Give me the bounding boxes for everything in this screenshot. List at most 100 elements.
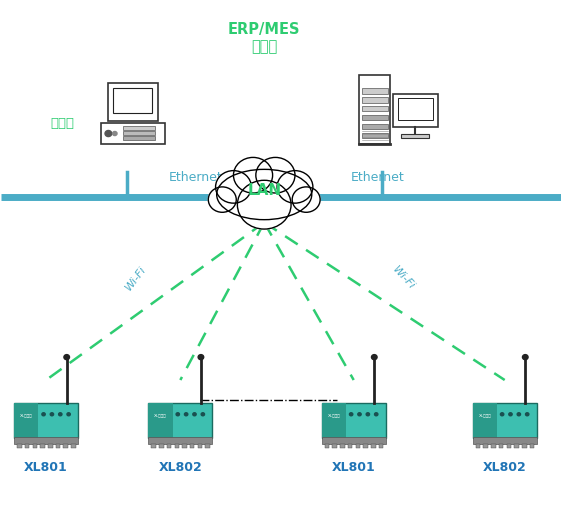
Circle shape bbox=[58, 413, 62, 416]
Text: XL801: XL801 bbox=[332, 461, 375, 474]
Text: XL信立圈: XL信立圈 bbox=[478, 413, 491, 417]
Circle shape bbox=[209, 187, 236, 212]
FancyBboxPatch shape bbox=[522, 444, 527, 448]
FancyBboxPatch shape bbox=[64, 444, 68, 448]
Circle shape bbox=[256, 157, 295, 193]
Circle shape bbox=[64, 355, 70, 360]
FancyBboxPatch shape bbox=[123, 126, 155, 130]
FancyBboxPatch shape bbox=[33, 444, 37, 448]
FancyBboxPatch shape bbox=[476, 444, 481, 448]
FancyBboxPatch shape bbox=[491, 444, 496, 448]
Circle shape bbox=[67, 413, 70, 416]
FancyBboxPatch shape bbox=[364, 444, 368, 448]
FancyBboxPatch shape bbox=[362, 124, 388, 129]
FancyBboxPatch shape bbox=[362, 88, 388, 94]
Circle shape bbox=[193, 413, 196, 416]
Circle shape bbox=[105, 130, 112, 136]
FancyBboxPatch shape bbox=[348, 444, 352, 448]
Circle shape bbox=[201, 413, 205, 416]
Text: XL信立圈: XL信立圈 bbox=[20, 413, 33, 417]
FancyBboxPatch shape bbox=[56, 444, 60, 448]
FancyBboxPatch shape bbox=[473, 437, 537, 444]
FancyBboxPatch shape bbox=[17, 444, 22, 448]
Circle shape bbox=[184, 413, 188, 416]
Circle shape bbox=[371, 355, 377, 360]
FancyBboxPatch shape bbox=[514, 444, 519, 448]
Circle shape bbox=[233, 157, 273, 193]
FancyBboxPatch shape bbox=[473, 403, 537, 438]
FancyBboxPatch shape bbox=[379, 444, 383, 448]
FancyBboxPatch shape bbox=[14, 403, 38, 438]
Text: Wi-Fi: Wi-Fi bbox=[123, 264, 148, 292]
FancyBboxPatch shape bbox=[333, 444, 337, 448]
Circle shape bbox=[374, 413, 378, 416]
Circle shape bbox=[358, 413, 361, 416]
FancyBboxPatch shape bbox=[371, 444, 375, 448]
FancyBboxPatch shape bbox=[321, 437, 386, 444]
FancyBboxPatch shape bbox=[123, 136, 155, 140]
FancyBboxPatch shape bbox=[359, 75, 390, 144]
Circle shape bbox=[277, 171, 313, 203]
Circle shape bbox=[198, 355, 203, 360]
FancyBboxPatch shape bbox=[123, 131, 155, 135]
FancyBboxPatch shape bbox=[321, 403, 386, 438]
Text: XL802: XL802 bbox=[158, 461, 202, 474]
Text: Ethernet: Ethernet bbox=[169, 171, 223, 184]
Circle shape bbox=[216, 171, 251, 203]
FancyBboxPatch shape bbox=[325, 444, 329, 448]
Circle shape bbox=[525, 413, 529, 416]
Circle shape bbox=[42, 413, 45, 416]
FancyBboxPatch shape bbox=[362, 133, 388, 138]
FancyBboxPatch shape bbox=[506, 444, 511, 448]
Text: XL801: XL801 bbox=[24, 461, 68, 474]
FancyBboxPatch shape bbox=[393, 94, 438, 127]
FancyBboxPatch shape bbox=[14, 437, 78, 444]
Text: Wi-Fi: Wi-Fi bbox=[391, 265, 417, 292]
FancyBboxPatch shape bbox=[401, 134, 429, 138]
Circle shape bbox=[112, 131, 117, 135]
Circle shape bbox=[366, 413, 370, 416]
FancyBboxPatch shape bbox=[190, 444, 194, 448]
Text: XL信立圈: XL信立圈 bbox=[328, 413, 340, 417]
FancyBboxPatch shape bbox=[483, 444, 488, 448]
FancyBboxPatch shape bbox=[148, 437, 212, 444]
FancyBboxPatch shape bbox=[159, 444, 164, 448]
FancyBboxPatch shape bbox=[398, 98, 433, 120]
FancyBboxPatch shape bbox=[108, 83, 158, 121]
FancyBboxPatch shape bbox=[198, 444, 202, 448]
Circle shape bbox=[176, 413, 179, 416]
Text: 操作站: 操作站 bbox=[50, 117, 74, 130]
Text: ERP/MES
服务器: ERP/MES 服务器 bbox=[228, 22, 301, 54]
FancyBboxPatch shape bbox=[113, 88, 152, 113]
Text: XL信立圈: XL信立圈 bbox=[154, 413, 167, 417]
FancyBboxPatch shape bbox=[48, 444, 53, 448]
FancyBboxPatch shape bbox=[362, 115, 388, 121]
FancyBboxPatch shape bbox=[175, 444, 179, 448]
Circle shape bbox=[509, 413, 512, 416]
FancyBboxPatch shape bbox=[362, 97, 388, 103]
Circle shape bbox=[500, 413, 504, 416]
FancyBboxPatch shape bbox=[473, 403, 497, 438]
Text: Ethernet: Ethernet bbox=[351, 171, 405, 184]
FancyBboxPatch shape bbox=[148, 403, 212, 438]
Text: LAN: LAN bbox=[247, 183, 282, 198]
Circle shape bbox=[237, 180, 291, 229]
FancyBboxPatch shape bbox=[14, 403, 78, 438]
FancyBboxPatch shape bbox=[206, 444, 210, 448]
FancyBboxPatch shape bbox=[182, 444, 187, 448]
FancyBboxPatch shape bbox=[71, 444, 76, 448]
FancyBboxPatch shape bbox=[151, 444, 156, 448]
FancyBboxPatch shape bbox=[148, 403, 173, 438]
FancyBboxPatch shape bbox=[340, 444, 345, 448]
FancyBboxPatch shape bbox=[101, 123, 165, 144]
FancyBboxPatch shape bbox=[530, 444, 534, 448]
Text: XL802: XL802 bbox=[483, 461, 527, 474]
Circle shape bbox=[50, 413, 53, 416]
Circle shape bbox=[292, 187, 320, 212]
FancyBboxPatch shape bbox=[356, 444, 360, 448]
Ellipse shape bbox=[217, 169, 312, 220]
Circle shape bbox=[523, 355, 528, 360]
FancyBboxPatch shape bbox=[499, 444, 504, 448]
FancyBboxPatch shape bbox=[167, 444, 171, 448]
FancyBboxPatch shape bbox=[40, 444, 45, 448]
